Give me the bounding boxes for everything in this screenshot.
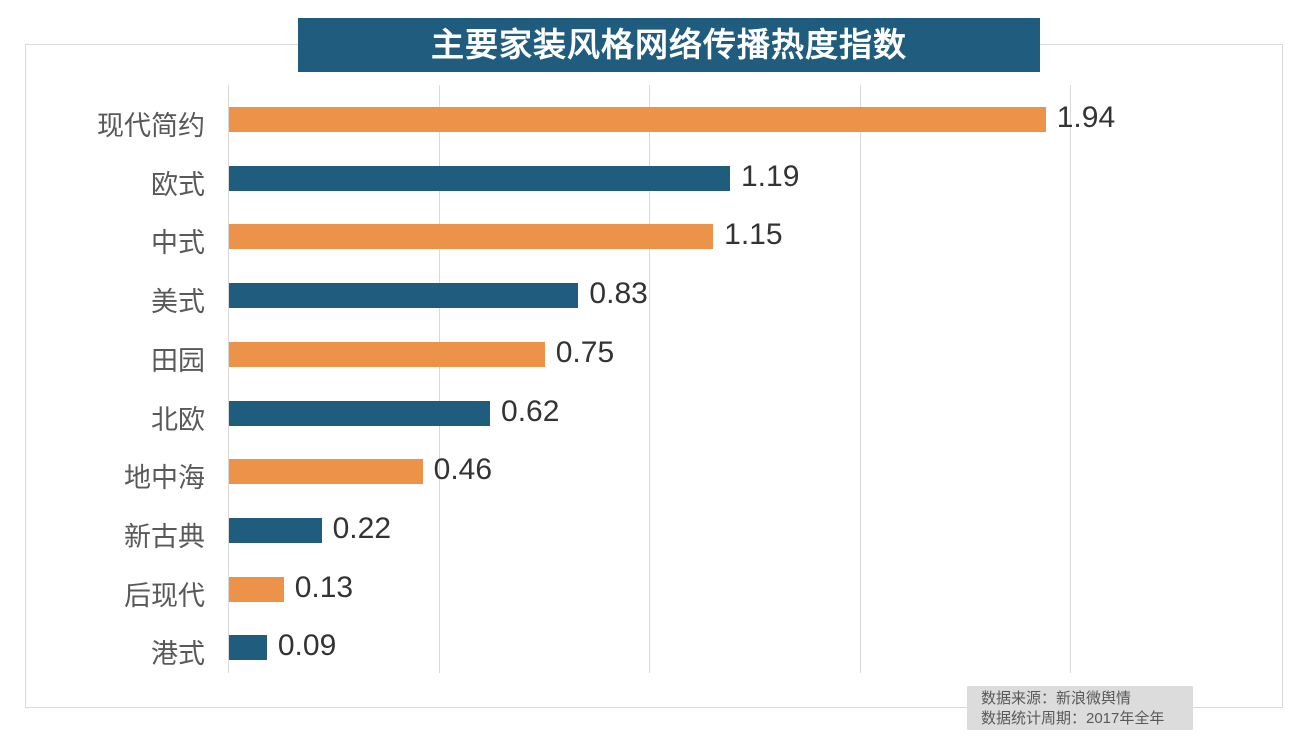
- category-label: 中式: [151, 228, 205, 259]
- gridline: [228, 85, 229, 673]
- category-label: 新古典: [124, 521, 205, 552]
- value-label: 0.83: [589, 277, 648, 311]
- bar: [229, 107, 1046, 132]
- gridline: [859, 85, 861, 673]
- bar: [229, 224, 714, 250]
- category-label: 田园: [151, 345, 205, 376]
- category-label: 地中海: [124, 463, 205, 494]
- category-label: 现代简约: [97, 111, 205, 141]
- value-label: 0.09: [277, 629, 337, 663]
- source-note-line2: 数据统计周期：2017年全年: [981, 710, 1165, 727]
- value-label: 0.22: [332, 511, 391, 545]
- gridline: [649, 85, 650, 673]
- source-note-line1: 数据来源：新浪微舆情: [981, 690, 1132, 707]
- bar: [229, 459, 423, 485]
- gridline: [1070, 85, 1071, 673]
- value-label: 0.13: [294, 570, 354, 604]
- value-label: 1.94: [1056, 101, 1116, 134]
- category-label: 后现代: [124, 580, 205, 611]
- category-label: 港式: [151, 639, 205, 670]
- value-label: 1.15: [724, 218, 783, 252]
- category-label: 欧式: [151, 169, 205, 200]
- bar: [229, 576, 284, 602]
- bar: [229, 165, 730, 191]
- source-note: 数据来源：新浪微舆情 数据统计周期：2017年全年: [967, 686, 1193, 730]
- chart-title: 主要家装风格网络传播热度指数: [298, 18, 1040, 72]
- value-label: 0.62: [501, 394, 560, 428]
- bar: [229, 283, 579, 309]
- value-label: 0.46: [433, 453, 493, 487]
- bar: [229, 341, 545, 367]
- category-label: 北欧: [151, 404, 205, 435]
- chart-panel-border: [25, 44, 1283, 708]
- bar: [229, 517, 322, 543]
- gridline: [438, 85, 440, 673]
- value-label: 1.19: [740, 159, 800, 193]
- bar: [229, 635, 267, 661]
- bar: [229, 400, 491, 426]
- category-label: 美式: [151, 287, 205, 318]
- value-label: 0.75: [555, 335, 615, 369]
